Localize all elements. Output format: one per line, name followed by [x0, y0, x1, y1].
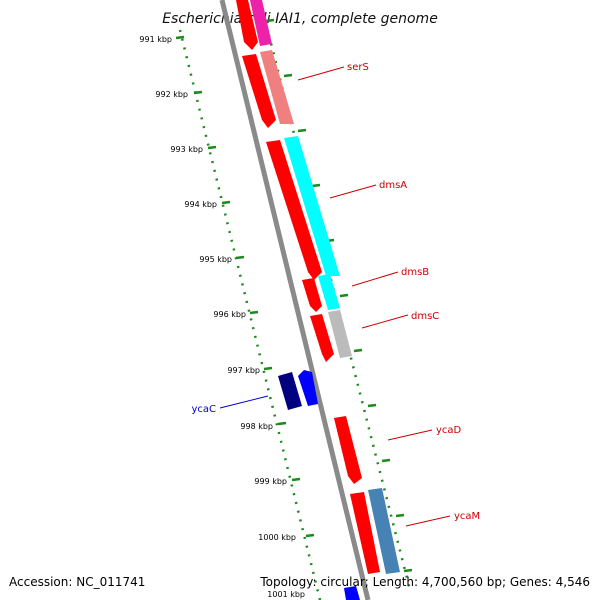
cds-feature-dmsB: [302, 278, 322, 312]
cds-feature-ycaC: [298, 370, 318, 406]
tick-993: [207, 145, 217, 150]
tick-996: [249, 310, 259, 315]
gene-leaders: [219, 66, 451, 527]
gene-label-ycaC[interactable]: ycaC: [191, 404, 216, 415]
tick-991: [175, 35, 185, 40]
gene-label-dmsC[interactable]: dmsC: [411, 311, 439, 322]
gene-label-dmsA[interactable]: dmsA: [379, 180, 407, 191]
gene-label-serS[interactable]: serS: [347, 62, 369, 73]
topology-text: Topology: circular; Length: 4,700,560 bp…: [259, 575, 590, 589]
rna-feature-dmsB: [318, 274, 340, 310]
cds-feature-ycaC-dark: [278, 372, 302, 410]
tick-995: [235, 255, 245, 260]
cds-feature-top-red: [236, 0, 258, 50]
gene-label-ycaM[interactable]: ycaM: [454, 511, 480, 522]
kbp-label: 993 kbp: [170, 145, 203, 154]
kbp-label: 1001 kbp: [267, 590, 305, 599]
kbp-label: 995 kbp: [199, 255, 232, 264]
rna-feature-ycaM: [368, 488, 400, 574]
kbp-label: 1000 kbp: [258, 533, 296, 542]
leader-dmsB: [351, 271, 399, 287]
tick-1000: [305, 533, 315, 538]
kbp-major-ticks: [175, 35, 315, 538]
kbp-labels: 991 kbp 992 kbp 993 kbp 994 kbp 995 kbp …: [139, 35, 305, 599]
leader-ycaM: [405, 515, 451, 527]
map-title: Escherichia coli IAI1, complete genome: [162, 11, 438, 27]
leader-dmsA: [329, 184, 377, 199]
leader-serS: [297, 66, 345, 81]
leader-ycaC: [219, 395, 269, 409]
gene-label-dmsB[interactable]: dmsB: [401, 267, 429, 278]
cds-feature-serS: [242, 54, 276, 128]
leader-dmsC: [361, 314, 409, 329]
tick-994: [221, 200, 231, 205]
cds-feature-ycaM: [350, 492, 380, 574]
kbp-label: 997 kbp: [227, 366, 260, 375]
leader-ycaD: [387, 429, 433, 441]
accession-text: Accession: NC_011741: [9, 575, 145, 589]
rna-feature-dmsA: [284, 136, 340, 276]
gene-labels: serS dmsA dmsB dmsC ycaC ycaD ycaM: [191, 62, 480, 522]
kbp-label: 991 kbp: [139, 35, 172, 44]
rna-feature-serS: [260, 50, 294, 124]
genome-backbone: [219, 0, 371, 600]
kbp-label: 999 kbp: [254, 477, 287, 486]
tick-997: [263, 366, 273, 371]
kbp-label: 994 kbp: [184, 200, 217, 209]
cds-feature-ycaD: [334, 416, 362, 484]
kbp-label: 996 kbp: [213, 310, 246, 319]
cds-feature-dmsC: [310, 314, 334, 362]
kbp-label: 992 kbp: [155, 90, 188, 99]
tick-992: [193, 90, 203, 95]
cds-feature-dmsA: [266, 140, 322, 280]
tick-999: [291, 477, 301, 482]
cds-feature-top-magenta: [250, 0, 272, 46]
outer-major-ticks: [265, 18, 413, 573]
cds-feature-bottom-blue: [344, 586, 360, 600]
tick-998: [277, 421, 287, 426]
gene-label-ycaD[interactable]: ycaD: [436, 425, 462, 436]
rna-feature-dmsC: [328, 310, 352, 358]
kbp-label: 998 kbp: [240, 422, 273, 431]
